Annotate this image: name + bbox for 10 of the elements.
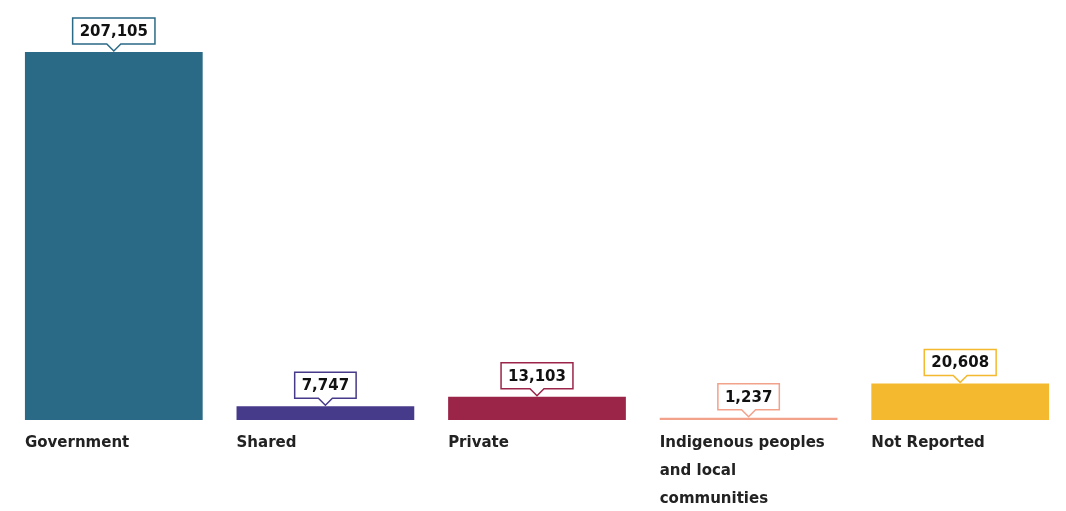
x-tick-label: Government <box>24 433 130 452</box>
data-label: 20,608 <box>931 353 990 372</box>
data-label: 7,747 <box>301 376 350 395</box>
data-label: 13,103 <box>508 366 566 385</box>
x-tick-label: Not Reported <box>871 433 985 452</box>
x-tick-label: Indigenous peoples and local communities <box>659 433 825 508</box>
x-tick-label: Private <box>448 433 509 452</box>
data-label: 207,105 <box>79 21 148 40</box>
x-tick-label: Shared <box>236 433 297 452</box>
data-label: 1,237 <box>724 387 773 406</box>
